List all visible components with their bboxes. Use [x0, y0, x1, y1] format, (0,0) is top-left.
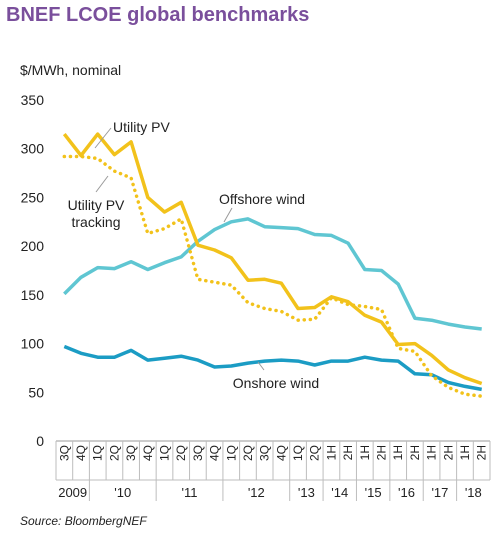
x-tick-label: 2Q [107, 445, 121, 461]
y-tick-label: 100 [21, 336, 45, 352]
y-tick-label: 200 [21, 238, 45, 254]
y-tick-label: 300 [21, 141, 45, 157]
year-label: '11 [182, 485, 198, 500]
y-tick-label: 250 [21, 189, 45, 205]
y-tick-label: 350 [21, 92, 45, 108]
x-tick-label: 1H [458, 445, 472, 460]
y-tick-label: 50 [28, 384, 44, 400]
x-tick-label: 3Q [191, 445, 205, 461]
axes [55, 440, 491, 501]
series-labels: Utility PV Utility PV tracking Offshore win… [68, 119, 320, 391]
x-tick-label: 3Q [258, 445, 272, 461]
year-label: '12 [248, 485, 265, 500]
chart-title: BNEF LCOE global benchmarks [6, 4, 310, 26]
series-lines [62, 132, 484, 398]
x-tick-label: 1Q [291, 445, 305, 461]
label-utility-pv-tracking-leader [95, 175, 109, 193]
label-utility-pv-tracking: Utility PV tracking [68, 197, 125, 230]
year-label: '10 [114, 485, 131, 500]
year-label: 2009 [58, 485, 87, 500]
x-tick-label: 4Q [274, 445, 288, 461]
series-line-utility-pv [62, 132, 483, 386]
label-offshore-wind: Offshore wind [219, 191, 305, 207]
x-tick-label: 2Q [174, 445, 188, 461]
label-onshore-wind: Onshore wind [233, 375, 319, 391]
x-axis-ticks: 3Q 4Q 1Q 2Q 3Q 4Q 1Q 2Q 3Q 4Q 1Q 2Q 3Q 4Q 1Q 2Q 1H 2H 1H 2H… [57, 445, 488, 461]
label-onshore-wind-leader [257, 361, 265, 371]
x-tick-label: 2Q [241, 445, 255, 461]
y-tick-label: 150 [21, 287, 45, 303]
y-tick-label: 0 [36, 433, 44, 449]
year-label: '17 [431, 485, 448, 500]
series-line-utility-pv-tracking [62, 154, 484, 398]
label-utility-pv: Utility PV [113, 119, 170, 135]
x-tick-label: 4Q [208, 445, 222, 461]
x-tick-label: 1H [324, 445, 338, 460]
y-axis-unit-label: $/MWh, nominal [20, 62, 122, 78]
source-note: Source: BloombergNEF [20, 514, 147, 528]
x-tick-label: 4Q [141, 445, 155, 461]
x-tick-label: 3Q [124, 445, 138, 461]
x-tick-label: 2H [408, 445, 422, 460]
year-label: '15 [365, 485, 382, 500]
x-tick-label: 2H [441, 445, 455, 460]
x-tick-label: 2Q [308, 445, 322, 461]
x-tick-label: 1Q [224, 445, 238, 461]
label-utility-pv-leader [94, 127, 112, 149]
year-labels: 2009 '10 '11 '12 '13 '14 '15 '16 '17 '18 [58, 485, 482, 500]
y-axis-ticks: 0 50 100 150 200 250 300 350 [21, 92, 45, 449]
x-tick-label: 4Q [74, 445, 88, 461]
year-label: '16 [398, 485, 415, 500]
series-line-onshore-wind [63, 344, 483, 392]
year-label: '18 [465, 485, 482, 500]
year-label: '13 [298, 485, 315, 500]
series-line-offshore-wind [63, 217, 482, 331]
x-tick-label: 1H [358, 445, 372, 460]
x-tick-label: 1Q [91, 445, 105, 461]
x-tick-label: 3Q [57, 445, 71, 461]
x-tick-label: 2H [475, 445, 489, 460]
x-tick-label: 1Q [158, 445, 172, 461]
label-offshore-wind-leader [223, 207, 233, 223]
x-tick-label: 1H [391, 445, 405, 460]
x-tick-label: 1H [425, 445, 439, 460]
year-label: '14 [331, 485, 348, 500]
x-tick-label: 2H [341, 445, 355, 460]
x-tick-label: 2H [375, 445, 389, 460]
